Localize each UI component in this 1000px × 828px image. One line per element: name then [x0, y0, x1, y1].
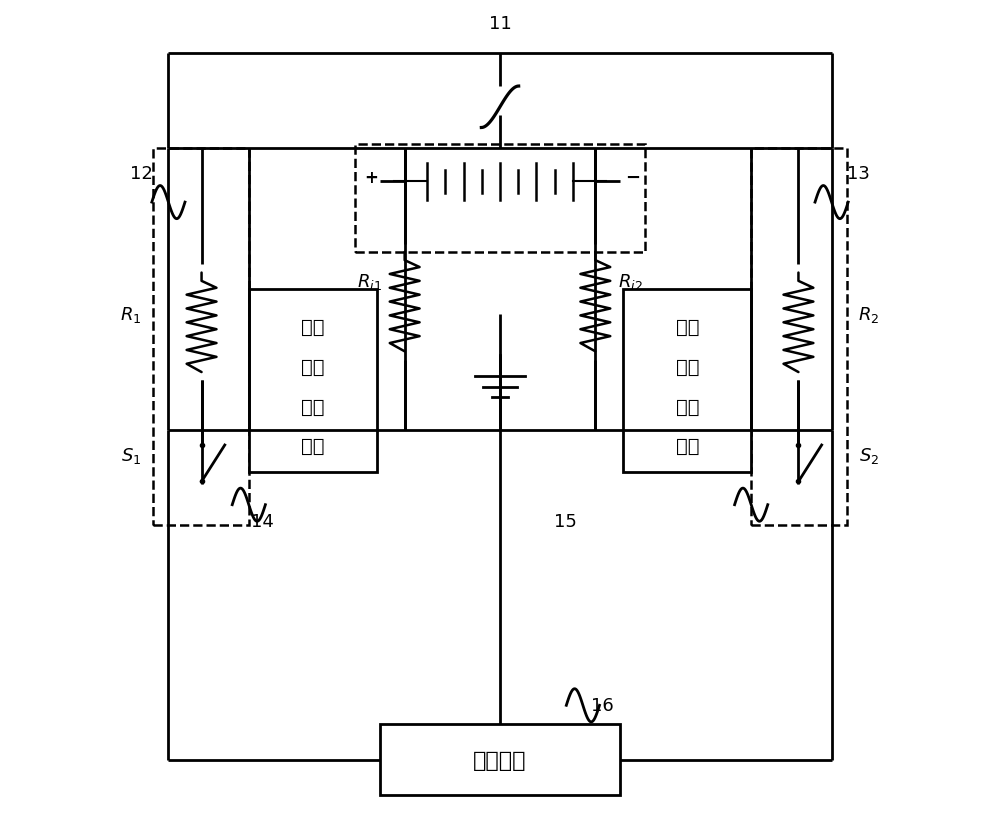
Text: 13: 13 — [847, 165, 870, 183]
Text: 检测: 检测 — [676, 397, 699, 416]
Text: 装置: 装置 — [301, 437, 324, 455]
Bar — [249, 290, 377, 472]
Bar — [380, 724, 620, 795]
Text: 电压: 电压 — [676, 358, 699, 376]
Text: −: − — [625, 169, 640, 187]
Text: 12: 12 — [130, 165, 153, 183]
Text: $R_1$: $R_1$ — [120, 305, 142, 325]
Text: +: + — [365, 169, 378, 187]
Text: 处理装置: 处理装置 — [473, 750, 527, 770]
Text: $R_{i2}$: $R_{i2}$ — [618, 272, 642, 291]
Text: 装置: 装置 — [676, 437, 699, 455]
Text: 11: 11 — [489, 15, 511, 33]
Text: 15: 15 — [554, 513, 577, 531]
Bar — [355, 145, 645, 253]
Bar — [623, 290, 751, 472]
Text: $R_{i1}$: $R_{i1}$ — [357, 272, 382, 291]
Text: $S_1$: $S_1$ — [121, 445, 141, 465]
Text: 检测: 检测 — [301, 397, 324, 416]
Text: 第一: 第一 — [301, 318, 324, 336]
Text: 第二: 第二 — [676, 318, 699, 336]
Text: $S_2$: $S_2$ — [859, 445, 879, 465]
Text: $R_2$: $R_2$ — [858, 305, 880, 325]
Text: 电压: 电压 — [301, 358, 324, 376]
Text: 14: 14 — [251, 513, 274, 531]
Bar — [751, 149, 847, 526]
Bar — [153, 149, 249, 526]
Text: 16: 16 — [591, 696, 614, 715]
